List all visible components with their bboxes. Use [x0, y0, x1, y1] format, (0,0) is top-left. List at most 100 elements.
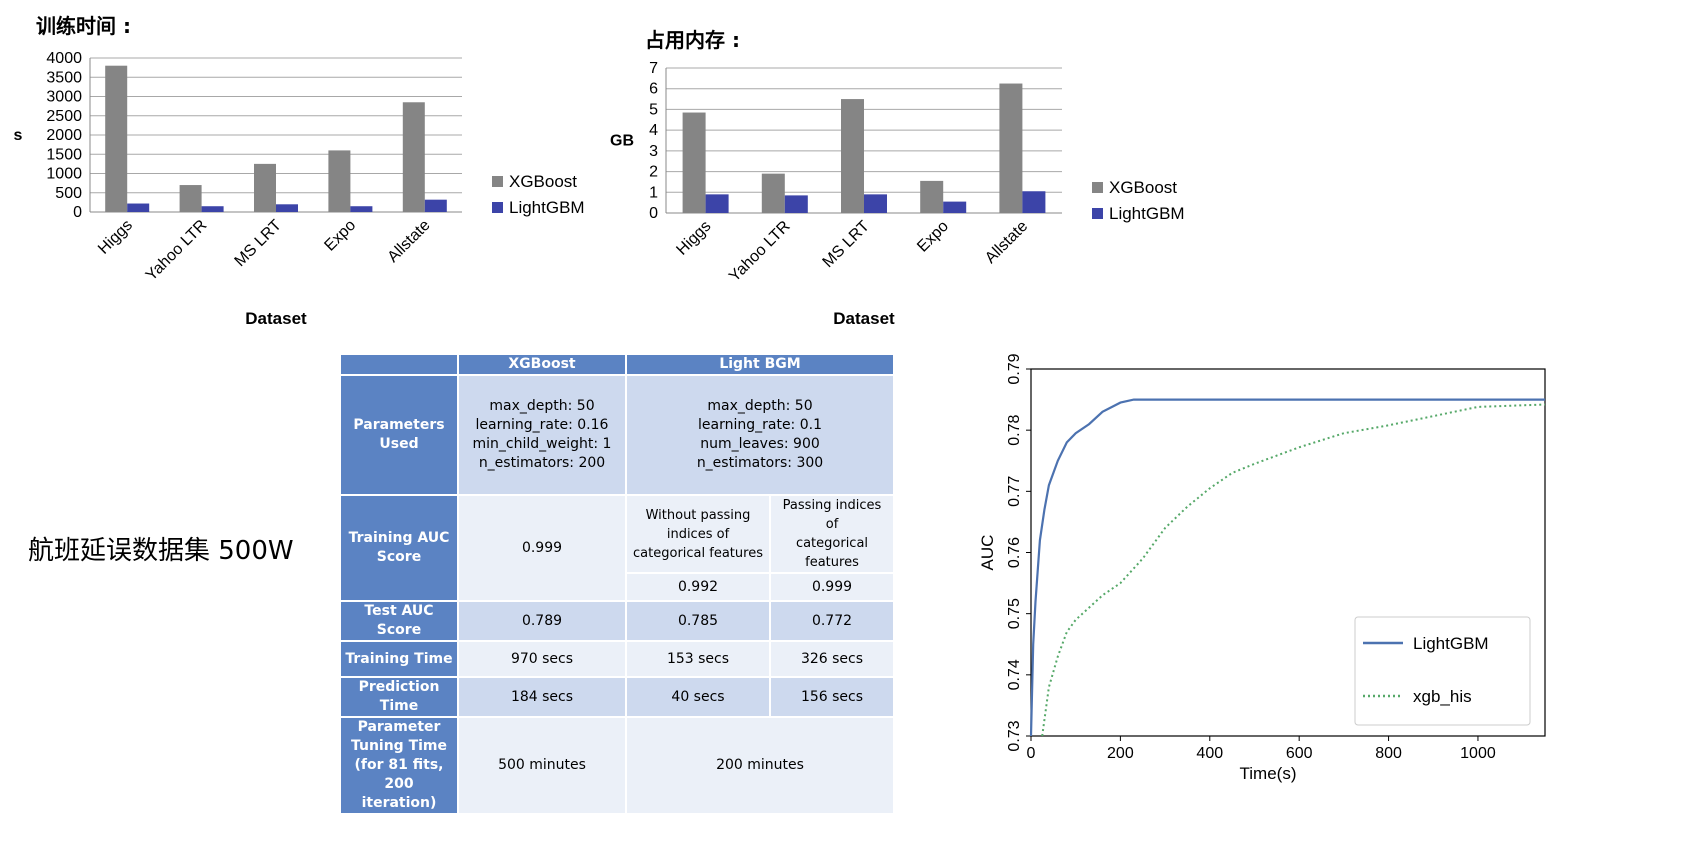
x-tick-label: MS LRT	[232, 217, 285, 270]
training-time-chart: 0 500 1000 1500 2000 2500 3000 3500 4000 Higgs Yah…	[14, 50, 585, 328]
row-label-training-time: Training Time	[339, 640, 459, 678]
x-tick-label: Allstate	[982, 218, 1031, 267]
auc-time-chart: 0 200 400 600 800 1000 0.73 0.74 0.75 0.76 0.77 0.7…	[978, 353, 1546, 783]
bar-xgboost	[179, 185, 202, 212]
bar-xgboost	[841, 99, 864, 213]
dataset-label: 航班延误数据集 500W	[28, 536, 294, 566]
series-line-xgb_his	[1041, 403, 1546, 737]
xgb-prediction-time: 184 secs	[457, 676, 627, 718]
bar-lightgbm	[705, 194, 729, 213]
bar-lightgbm	[943, 201, 967, 213]
y-tick-label: 4000	[46, 50, 82, 67]
bar-lightgbm	[276, 204, 298, 212]
x-tick-label: Yahoo LTR	[143, 217, 211, 285]
lgb-tuning-time: 200 minutes	[625, 716, 895, 815]
y-tick-label: 0.74	[1006, 659, 1023, 690]
legend-label: xgb_his	[1413, 687, 1472, 706]
y-tick-label: 0.79	[1006, 353, 1023, 384]
bar-lightgbm	[424, 199, 447, 212]
x-tick-label: 0	[1027, 745, 1036, 762]
chart1-title: 训练时间 :	[36, 14, 131, 38]
x-tick-label: Allstate	[385, 217, 434, 266]
chart2-title: 占用内存 :	[645, 28, 740, 52]
x-tick-label: MS LRT	[820, 218, 873, 271]
legend-label: XGBoost	[509, 172, 577, 191]
legend-swatch	[1092, 182, 1103, 193]
row-label-prediction-time: Prediction Time	[339, 676, 459, 718]
bar-xgboost	[105, 65, 128, 212]
y-axis-label: GB	[610, 133, 634, 150]
y-tick-label: 2500	[46, 108, 82, 125]
bar-lightgbm	[784, 195, 808, 213]
memory-usage-chart: 0 1 2 3 4 5 6 7 Higgs Yahoo LTR MS LRT Expo Allstate…	[610, 60, 1185, 328]
lgb1-prediction-time: 40 secs	[625, 676, 771, 718]
lgb-sub-header-passing: Passing indices of categorical features	[769, 494, 895, 574]
row-label-training-auc: Training AUC Score	[339, 494, 459, 602]
x-tick-label: 400	[1196, 745, 1223, 762]
xgb-tuning-time: 500 minutes	[457, 716, 627, 815]
lgb2-prediction-time: 156 secs	[769, 676, 895, 718]
x-tick-label: 200	[1107, 745, 1134, 762]
y-tick-label: 1	[649, 184, 658, 201]
row-label-tuning-time: Parameter Tuning Time (for 81 fits, 200 …	[339, 716, 459, 815]
x-axis-label: Time(s)	[1240, 764, 1297, 783]
y-tick-label: 4	[649, 122, 658, 139]
bar-xgboost	[402, 102, 425, 212]
y-tick-label: 0.76	[1006, 537, 1023, 568]
xgb-training-time: 970 secs	[457, 640, 627, 678]
bar-xgboost	[999, 83, 1023, 214]
y-tick-label: 3	[649, 143, 658, 160]
y-tick-label: 1000	[46, 166, 82, 183]
bar-lightgbm	[127, 203, 150, 212]
y-tick-label: 3500	[46, 69, 82, 86]
y-tick-label: 7	[649, 60, 658, 77]
row-label-test-auc: Test AUC Score	[339, 600, 459, 642]
y-tick-label: 6	[649, 81, 658, 98]
legend-label: LightGBM	[1413, 634, 1489, 653]
bar-xgboost	[920, 180, 944, 213]
y-tick-label: 1500	[46, 146, 82, 163]
x-tick-label: Higgs	[673, 218, 714, 259]
lgb1-test-auc: 0.785	[625, 600, 771, 642]
bar-lightgbm	[350, 206, 373, 212]
x-tick-label: 600	[1286, 745, 1313, 762]
row-label-parameters: Parameters Used	[339, 374, 459, 496]
y-tick-label: 0.77	[1006, 476, 1023, 507]
series-line-lightgbm	[1029, 398, 1545, 737]
lgb2-training-auc: 0.999	[769, 572, 895, 602]
table-corner	[339, 353, 459, 376]
bar-lightgbm	[201, 206, 224, 212]
bar-lightgbm	[1022, 191, 1046, 213]
lgb-parameters: max_depth: 50 learning_rate: 0.1 num_lea…	[625, 374, 895, 496]
legend-label: LightGBM	[1109, 204, 1185, 223]
y-axis-label: AUC	[978, 535, 997, 571]
bar-lightgbm	[864, 194, 887, 213]
y-tick-label: 0.78	[1006, 414, 1023, 445]
y-tick-label: 2	[649, 164, 658, 181]
x-tick-label: Expo	[321, 217, 359, 255]
x-tick-label: Yahoo LTR	[726, 218, 794, 286]
legend-label: XGBoost	[1109, 178, 1177, 197]
y-tick-label: 500	[55, 185, 82, 202]
y-axis-label: s	[14, 127, 23, 144]
y-tick-label: 0	[73, 204, 82, 221]
x-axis-label: Dataset	[245, 309, 307, 328]
x-axis-label: Dataset	[833, 309, 895, 328]
y-tick-label: 0.73	[1006, 720, 1023, 751]
bar-xgboost	[254, 163, 276, 212]
x-tick-label: Expo	[914, 218, 952, 256]
y-tick-label: 0.75	[1006, 598, 1023, 629]
y-tick-label: 0	[649, 205, 658, 222]
lgb-sub-header-without: Without passing indices of categorical f…	[625, 494, 771, 574]
xgb-test-auc: 0.789	[457, 600, 627, 642]
comparison-table: XGBoost Light BGM Parameters Used max_de…	[339, 353, 895, 815]
x-tick-label: Higgs	[95, 217, 136, 258]
legend-swatch	[492, 176, 503, 187]
legend-swatch	[1092, 208, 1103, 219]
xgb-training-auc: 0.999	[457, 494, 627, 602]
lgb1-training-time: 153 secs	[625, 640, 771, 678]
lgb1-training-auc: 0.992	[625, 572, 771, 602]
header-lightgbm: Light BGM	[625, 353, 895, 376]
header-xgboost: XGBoost	[457, 353, 627, 376]
x-tick-label: 1000	[1460, 745, 1496, 762]
